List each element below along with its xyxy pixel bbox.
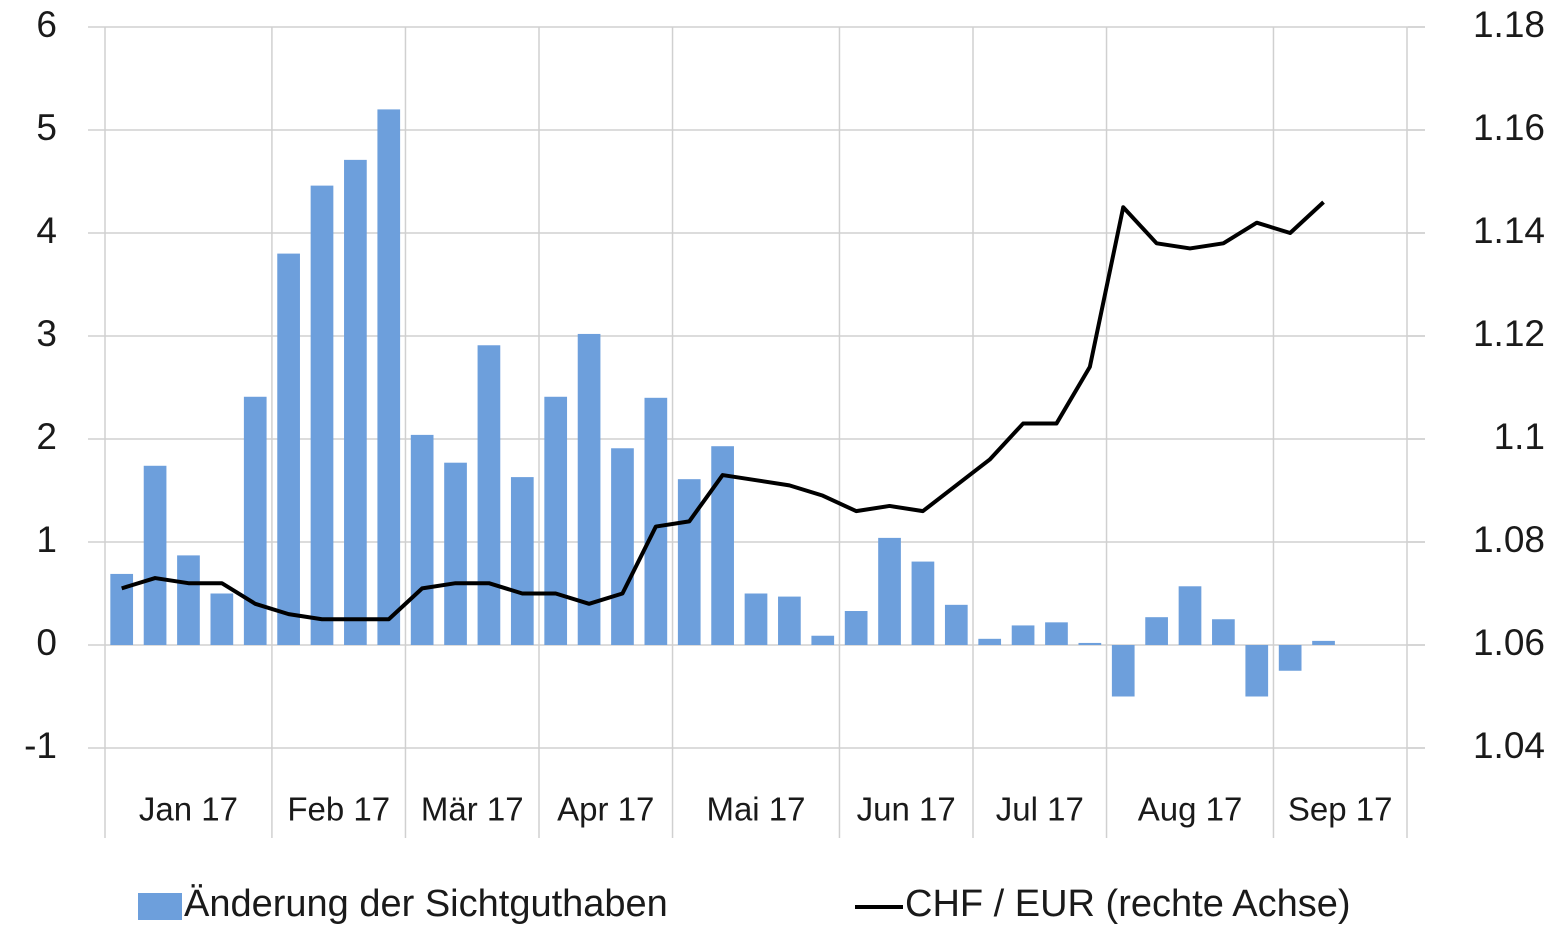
x-tick-label: Mär 17 [421,791,524,828]
bar [544,396,568,645]
y-tick-label: 1 [36,519,57,560]
bar [210,593,234,645]
bar [878,537,901,645]
y-tick-label: 3 [36,313,57,354]
y-tick-label: -1 [24,725,57,766]
bar [778,596,801,645]
y2-tick-label: 1.06 [1473,622,1545,663]
bar [1111,645,1135,697]
y2-tick-label: 1.04 [1473,725,1545,766]
bar [1145,617,1168,645]
y2-tick-label: 1.18 [1473,4,1545,45]
bar [1078,642,1102,645]
bar [1212,619,1235,645]
bar [344,159,367,645]
legend-swatch [138,893,182,920]
bar [310,185,334,645]
bar [1011,625,1035,645]
x-tick-label: Mai 17 [706,791,805,828]
y-tick-label: 5 [36,107,57,148]
bar [911,561,935,645]
legend-label: Änderung der Sichtguthaben [184,883,668,925]
bar [410,434,434,645]
bar [844,611,868,645]
bar [177,555,200,645]
bar [277,253,300,645]
bar [978,638,1002,645]
y2-tick-label: 1.08 [1473,519,1545,560]
y-tick-label: 2 [36,416,57,457]
y-tick-label: 4 [36,210,57,251]
bar [711,446,734,645]
legend-label: CHF / EUR (rechte Achse) [905,883,1351,925]
y-tick-label: 6 [36,4,57,45]
bar [1312,640,1335,645]
bar [477,345,501,645]
y2-tick-label: 1.12 [1473,313,1545,354]
line [121,200,1325,622]
y-tick-label: 0 [36,622,57,663]
x-tick-label: Jun 17 [857,791,956,828]
x-tick-label: Jul 17 [996,791,1084,828]
bar [644,397,668,645]
x-tick-label: Aug 17 [1138,791,1243,828]
bar [1278,645,1302,671]
bar [1045,622,1068,645]
bar [510,477,534,645]
x-tick-label: Jan 17 [139,791,238,828]
bar [243,396,267,645]
y2-tick-label: 1.16 [1473,107,1545,148]
bar [444,462,467,645]
bar [744,593,768,645]
x-tick-label: Sep 17 [1288,791,1393,828]
bar [110,573,134,645]
x-tick-label: Apr 17 [557,791,654,828]
bar [577,333,601,645]
bar [1178,586,1202,645]
bar [1245,645,1269,697]
y2-tick-label: 1.14 [1473,210,1545,251]
bar [677,479,701,645]
bar [377,109,401,645]
bar [944,604,968,645]
bar [143,465,167,645]
bar [811,635,835,645]
bar [611,448,634,645]
y2-tick-label: 1.1 [1494,416,1545,457]
x-tick-label: Feb 17 [287,791,390,828]
